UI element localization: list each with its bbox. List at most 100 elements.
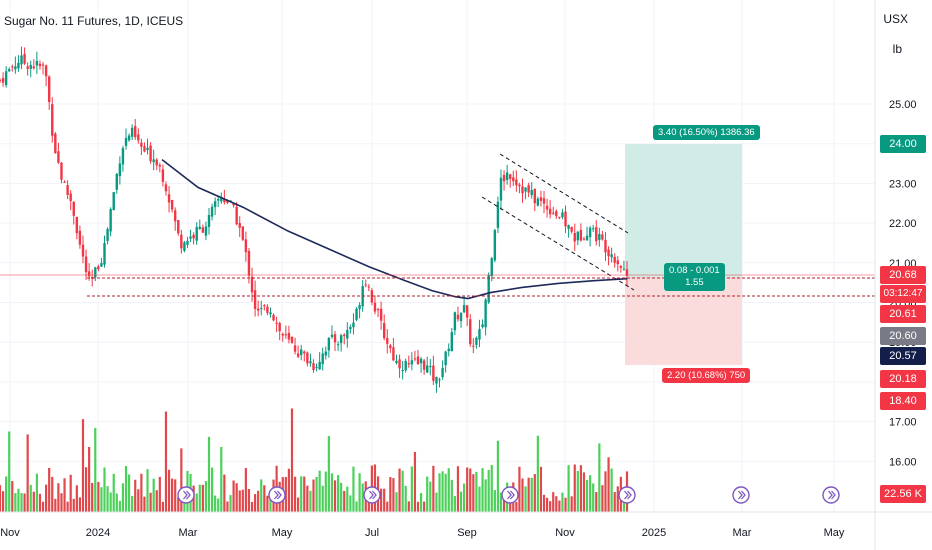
volume-bar xyxy=(137,489,140,512)
price-tick-label: 25.00 xyxy=(889,99,917,111)
candle-body xyxy=(588,227,592,238)
volume-bar xyxy=(542,494,546,512)
candle-body xyxy=(112,192,115,210)
volume-bar xyxy=(161,501,164,512)
volume-bar xyxy=(318,470,321,512)
volume-bar xyxy=(290,408,294,512)
candle-body xyxy=(416,356,420,365)
candle-body xyxy=(263,305,266,307)
candle-body xyxy=(456,314,460,320)
volume-bar xyxy=(146,469,149,512)
volume-bar xyxy=(558,500,561,512)
volume-bar xyxy=(210,467,214,512)
volume-bar xyxy=(171,478,174,512)
price-tag-20-61: 20.61 xyxy=(880,305,926,323)
measure-unit-button[interactable]: lb xyxy=(892,42,902,56)
candle-body xyxy=(127,135,131,141)
candle-body xyxy=(140,142,143,147)
volume-bar xyxy=(0,485,2,512)
volume-bar xyxy=(1,491,5,512)
candle-body xyxy=(435,376,438,384)
candle-body xyxy=(493,229,497,261)
event-icon[interactable] xyxy=(363,486,381,504)
event-icon[interactable] xyxy=(501,486,519,504)
volume-bar xyxy=(484,479,487,512)
volume-bar xyxy=(499,492,503,512)
candle-body xyxy=(318,361,321,370)
candle-body xyxy=(167,194,171,203)
candle-body xyxy=(591,228,595,230)
candle-body xyxy=(444,351,447,366)
volume-bar xyxy=(5,476,8,512)
candle-body xyxy=(370,290,374,303)
candle-body xyxy=(4,71,8,86)
volume-bar xyxy=(84,467,88,512)
candle-body xyxy=(38,63,42,67)
candle-body xyxy=(195,227,198,241)
volume-bar xyxy=(247,489,251,512)
volume-bar xyxy=(158,476,161,512)
volume-bar xyxy=(585,479,589,512)
candle-body xyxy=(303,351,306,354)
event-icons[interactable] xyxy=(177,486,840,504)
event-icon[interactable] xyxy=(268,486,286,504)
position-mid-label[interactable]: 0.08 - 0.001 1.55 xyxy=(664,263,725,291)
candle-body xyxy=(315,367,318,369)
target-zone[interactable] xyxy=(625,144,742,277)
volume-bar xyxy=(595,492,598,512)
event-icon[interactable] xyxy=(618,486,636,504)
stop-label[interactable]: 2.20 (10.68%) 750 xyxy=(662,368,751,383)
candle-body xyxy=(8,69,11,72)
volume-bar xyxy=(164,411,168,512)
volume-bar xyxy=(361,483,364,512)
candle-body xyxy=(355,308,358,320)
stop-zone[interactable] xyxy=(625,277,742,365)
currency-unit-button[interactable]: USX xyxy=(883,12,908,26)
candle-body xyxy=(87,271,91,277)
volume-bar xyxy=(383,488,386,512)
volume-bar xyxy=(149,492,152,512)
candle-body xyxy=(244,239,248,253)
candle-body xyxy=(41,64,45,66)
volume-bar xyxy=(235,483,238,512)
volume-bar xyxy=(386,501,389,512)
event-icon[interactable] xyxy=(732,486,750,504)
event-icon[interactable] xyxy=(177,486,195,504)
channel-lower-line[interactable] xyxy=(481,196,635,291)
candle-body xyxy=(161,169,165,182)
candle-body xyxy=(275,322,278,324)
volume-bar xyxy=(48,467,51,512)
channel-upper-line[interactable] xyxy=(499,153,629,234)
price-tag-20-57: 20.57 xyxy=(880,347,926,365)
volume-bar xyxy=(100,487,103,512)
volume-bar xyxy=(201,484,204,512)
candle-body xyxy=(293,345,297,352)
volume-bar xyxy=(131,495,134,512)
volume-bar xyxy=(29,484,32,512)
volume-bar xyxy=(32,491,35,512)
position-mid-line1: 0.08 - 0.001 xyxy=(669,265,720,276)
candle-body xyxy=(407,363,410,365)
candle-body xyxy=(266,306,269,313)
candles xyxy=(0,46,629,393)
candle-body xyxy=(576,231,580,241)
candle-body xyxy=(570,226,573,232)
volume-bar xyxy=(496,440,500,512)
candle-body xyxy=(548,208,552,215)
target-label[interactable]: 3.40 (16.50%) 1386.36 xyxy=(653,125,760,140)
candle-body xyxy=(223,199,226,203)
volume-bar xyxy=(254,494,257,512)
event-icon[interactable] xyxy=(822,486,840,504)
price-tag-20-18: 20.18 xyxy=(880,370,926,388)
candle-body xyxy=(542,198,546,204)
volume-bar xyxy=(315,477,318,512)
volume-bar xyxy=(195,493,198,512)
candle-body xyxy=(610,254,613,258)
volume-bar xyxy=(426,476,429,512)
candle-body xyxy=(84,256,88,273)
candle-body xyxy=(69,193,72,202)
candle-body xyxy=(152,159,155,163)
candle-body xyxy=(312,363,315,371)
candle-body xyxy=(339,335,343,344)
